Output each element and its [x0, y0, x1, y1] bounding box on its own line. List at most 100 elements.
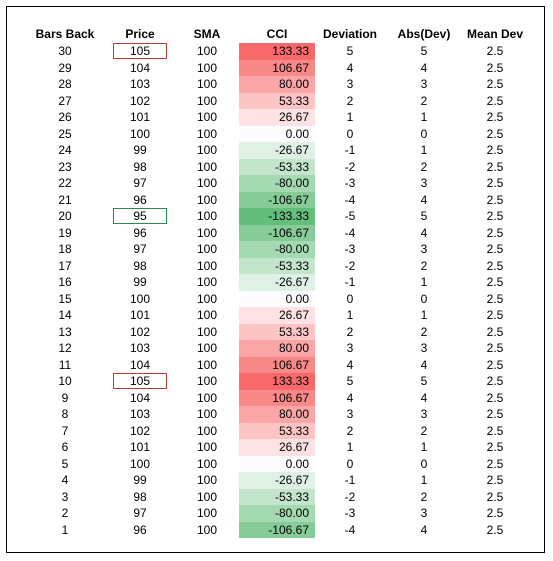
cell-cci: -53.33 [239, 158, 315, 175]
cell-sma: 100 [196, 77, 218, 92]
cell-abs-dev: 2 [420, 93, 428, 108]
cell-mean-dev: 2.5 [486, 324, 504, 339]
cell-bars-back: 29 [58, 60, 72, 75]
cell-abs-dev: 3 [420, 176, 428, 191]
cell-bars-back: 19 [58, 225, 72, 240]
table-row: 13 102 100 53.33 2 2 2.5 [25, 323, 527, 340]
price-value: 105 [113, 43, 167, 60]
price-value: 99 [133, 473, 147, 488]
cell-bars-back: 2 [61, 506, 69, 521]
cell-bars-back: 18 [58, 242, 72, 257]
cell-bars-back: 12 [58, 341, 72, 356]
cell-mean-dev: 2.5 [486, 506, 504, 521]
price-value: 102 [129, 324, 151, 339]
price-value: 102 [129, 93, 151, 108]
cell-abs-dev: 1 [420, 473, 428, 488]
cell-cci: 26.67 [239, 439, 315, 456]
cell-price: 97 [105, 175, 175, 192]
table-row: 12 103 100 80.00 3 3 2.5 [25, 340, 527, 357]
cell-abs-dev: 5 [420, 44, 428, 59]
cell-price: 105 [105, 43, 175, 60]
price-value: 99 [133, 143, 147, 158]
cell-mean-dev: 2.5 [486, 357, 504, 372]
cell-mean-dev: 2.5 [486, 423, 504, 438]
cell-deviation: 3 [346, 407, 354, 422]
cell-abs-dev: 1 [420, 440, 428, 455]
cell-price: 102 [105, 93, 175, 110]
cell-price: 98 [105, 489, 175, 506]
cell-cci: -106.67 [239, 521, 315, 538]
cell-price: 103 [105, 340, 175, 357]
table-row: 27 102 100 53.33 2 2 2.5 [25, 92, 527, 110]
cell-deviation: 4 [346, 357, 354, 372]
cell-bars-back: 8 [61, 407, 69, 422]
cell-bars-back: 5 [61, 456, 69, 471]
header-bars-back: Bars Back [35, 27, 95, 41]
table-row: 9 104 100 106.67 4 4 2.5 [25, 389, 527, 406]
cell-deviation: 2 [346, 324, 354, 339]
cell-price: 96 [105, 522, 175, 539]
cell-cci: 26.67 [239, 307, 315, 324]
cell-price: 104 [105, 357, 175, 374]
cell-sma: 100 [196, 126, 218, 141]
cell-price: 103 [105, 406, 175, 423]
cell-cci: 106.67 [239, 59, 315, 76]
cell-price: 96 [105, 225, 175, 242]
cell-sma: 100 [196, 242, 218, 257]
cell-sma: 100 [196, 143, 218, 158]
cell-mean-dev: 2.5 [486, 126, 504, 141]
cell-bars-back: 22 [58, 176, 72, 191]
cell-deviation: -4 [344, 522, 356, 537]
cell-mean-dev: 2.5 [486, 159, 504, 174]
cell-abs-dev: 4 [420, 192, 428, 207]
cell-mean-dev: 2.5 [486, 209, 504, 224]
cell-mean-dev: 2.5 [486, 440, 504, 455]
cell-price: 101 [105, 439, 175, 456]
cell-abs-dev: 3 [420, 341, 428, 356]
price-value: 105 [113, 373, 167, 390]
cell-cci: 0.00 [239, 290, 315, 307]
cell-cci: 80.00 [239, 76, 315, 93]
cell-deviation: 3 [346, 341, 354, 356]
cell-deviation: 3 [346, 77, 354, 92]
price-value: 100 [129, 456, 151, 471]
cell-sma: 100 [196, 324, 218, 339]
cell-sma: 100 [196, 176, 218, 191]
cell-bars-back: 13 [58, 324, 72, 339]
cell-cci: -53.33 [239, 488, 315, 505]
cell-price: 101 [105, 109, 175, 126]
cell-cci: -80.00 [239, 175, 315, 192]
cell-price: 100 [105, 291, 175, 308]
cell-price: 100 [105, 456, 175, 473]
cell-bars-back: 26 [58, 110, 72, 125]
table-frame: Bars Back Price SMA CCI Deviation Abs(De… [6, 6, 545, 553]
cell-abs-dev: 2 [420, 159, 428, 174]
cell-cci: 80.00 [239, 340, 315, 357]
cell-mean-dev: 2.5 [486, 390, 504, 405]
cell-deviation: -1 [344, 275, 356, 290]
table-row: 1 96 100 -106.67 -4 4 2.5 [25, 521, 527, 539]
cell-mean-dev: 2.5 [486, 143, 504, 158]
cell-mean-dev: 2.5 [486, 456, 504, 471]
cell-mean-dev: 2.5 [486, 258, 504, 273]
table-row: 23 98 100 -53.33 -2 2 2.5 [25, 158, 527, 175]
cell-sma: 100 [196, 225, 218, 240]
cell-mean-dev: 2.5 [486, 242, 504, 257]
cell-deviation: 0 [346, 291, 354, 306]
cell-cci: -133.33 [239, 208, 315, 225]
cell-sma: 100 [196, 291, 218, 306]
cell-price: 103 [105, 76, 175, 93]
cell-bars-back: 7 [61, 423, 69, 438]
price-value: 101 [129, 308, 151, 323]
cell-cci: 53.33 [239, 92, 315, 109]
price-value: 98 [133, 159, 147, 174]
cell-price: 99 [105, 274, 175, 291]
cell-cci: -106.67 [239, 224, 315, 241]
cell-price: 98 [105, 258, 175, 275]
price-value: 98 [133, 489, 147, 504]
cell-bars-back: 16 [58, 275, 72, 290]
cell-bars-back: 10 [58, 374, 72, 389]
cell-sma: 100 [196, 374, 218, 389]
price-value: 96 [133, 225, 147, 240]
cell-sma: 100 [196, 440, 218, 455]
